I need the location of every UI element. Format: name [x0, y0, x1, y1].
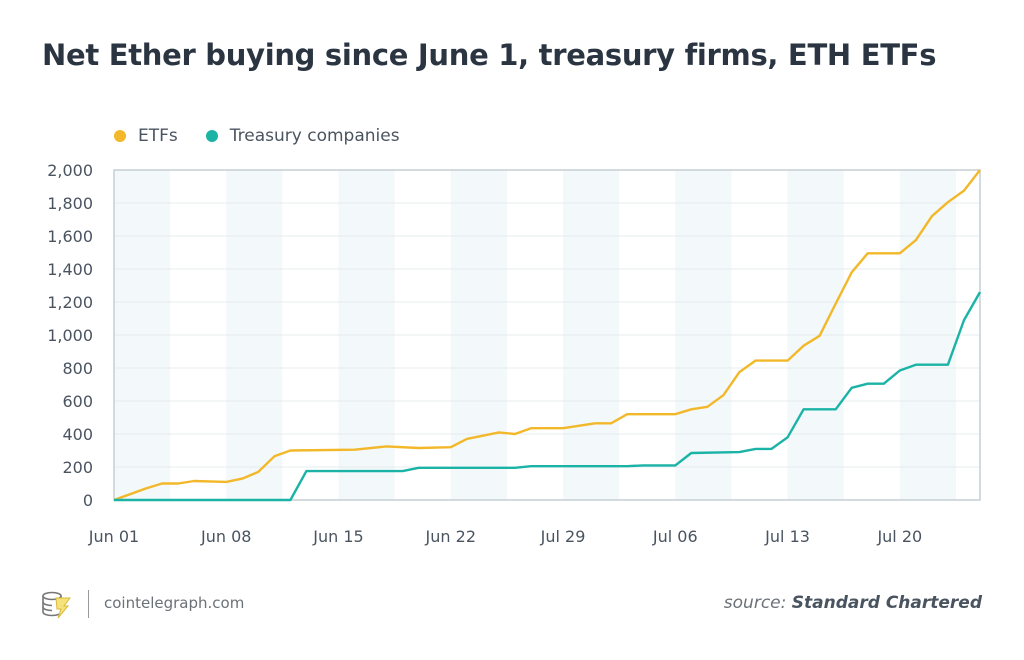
- x-tick-label: Jul 06: [652, 527, 698, 546]
- source-name: Standard Chartered: [791, 593, 982, 613]
- legend-item: ETFs: [114, 126, 178, 146]
- legend-label: ETFs: [138, 126, 178, 146]
- x-tick-label: Jul 29: [540, 527, 586, 546]
- y-tick-label: 400: [62, 425, 93, 444]
- legend-dot-icon: [205, 130, 218, 142]
- series-line-etfs: [113, 169, 981, 502]
- y-tick-label: 1,200: [47, 293, 93, 312]
- legend: ETFs Treasury companies: [114, 126, 400, 146]
- x-tick-label: Jul 20: [876, 527, 922, 546]
- chart-title: Net Ether buying since June 1, treasury …: [42, 38, 937, 72]
- source-credit: source: Standard Chartered: [724, 593, 982, 613]
- footer-site: cointelegraph.com: [104, 594, 245, 612]
- legend-item: Treasury companies: [205, 126, 400, 146]
- x-tick-label: Jun 15: [312, 527, 363, 546]
- footer-divider: [88, 590, 89, 618]
- x-tick-label: Jul 13: [764, 527, 810, 546]
- source-prefix: source:: [723, 593, 787, 613]
- y-tick-label: 1,000: [47, 326, 93, 345]
- plot-frame: [113, 169, 981, 501]
- x-tick-label: Jun 01: [88, 527, 139, 546]
- y-tick-label: 1,600: [47, 227, 93, 246]
- y-tick-label: 0: [83, 491, 93, 510]
- y-tick-label: 800: [62, 359, 93, 378]
- legend-dot-icon: [114, 130, 126, 142]
- x-tick-label: Jun 08: [200, 527, 251, 546]
- y-tick-label: 2,000: [47, 161, 93, 180]
- x-tick-label: Jun 22: [425, 527, 476, 546]
- y-tick-label: 1,400: [47, 260, 93, 279]
- legend-label: Treasury companies: [229, 126, 400, 146]
- y-tick-label: 600: [62, 392, 93, 411]
- y-tick-label: 1,800: [47, 194, 93, 213]
- y-tick-label: 200: [62, 458, 93, 477]
